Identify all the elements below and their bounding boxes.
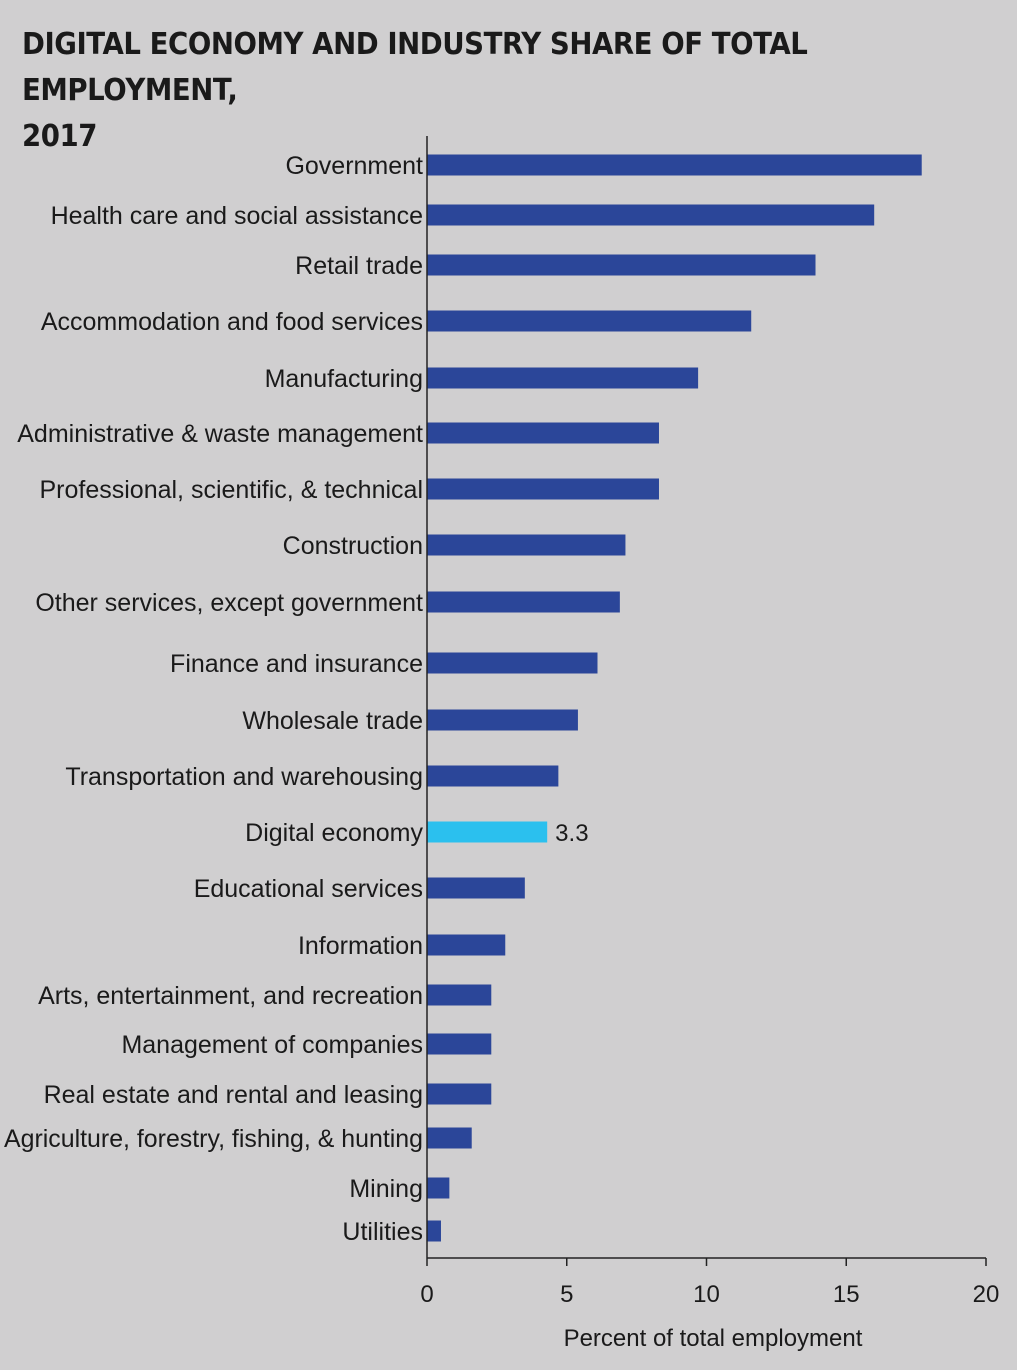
- bar-health-care-and-social-assistance: [427, 204, 875, 226]
- bar-administrative-and-waste-management: [427, 422, 659, 444]
- bar-finance-and-insurance: [427, 652, 598, 674]
- category-label-construction: Construction: [283, 532, 423, 560]
- category-label-utilities: Utilities: [342, 1218, 423, 1246]
- bar-information: [427, 934, 506, 956]
- bar-accommodation-and-food-services: [427, 310, 752, 332]
- category-label-wholesale-trade: Wholesale trade: [242, 707, 423, 735]
- bar-professional-scientific-and-technical: [427, 478, 659, 500]
- category-label-government: Government: [285, 152, 423, 180]
- category-label-professional-scientific-and-technical: Professional, scientific, & technical: [39, 476, 423, 504]
- category-label-health-care-and-social-assistance: Health care and social assistance: [51, 202, 423, 230]
- bar-educational-services: [427, 877, 525, 899]
- bar-construction: [427, 534, 626, 556]
- bar-real-estate-and-rental-and-leasing: [427, 1083, 492, 1105]
- category-label-transportation-and-warehousing: Transportation and warehousing: [65, 763, 423, 791]
- bar-digital-economy: [427, 821, 548, 843]
- x-tick-label-0: 0: [420, 1281, 433, 1308]
- bar-manufacturing: [427, 367, 699, 389]
- category-label-mining: Mining: [349, 1175, 423, 1203]
- bar-management-of-companies: [427, 1033, 492, 1055]
- chart-title: DIGITAL ECONOMY AND INDUSTRY SHARE OF TO…: [22, 27, 808, 154]
- bar-utilities: [427, 1220, 441, 1242]
- bar-arts-entertainment-and-recreation: [427, 984, 492, 1006]
- bar-government: [427, 154, 922, 176]
- x-tick-label-10: 10: [693, 1281, 720, 1308]
- category-label-finance-and-insurance: Finance and insurance: [170, 650, 423, 678]
- bar-retail-trade: [427, 254, 816, 276]
- category-label-retail-trade: Retail trade: [295, 252, 423, 280]
- bar-wholesale-trade: [427, 709, 578, 731]
- category-label-administrative-and-waste-management: Administrative & waste management: [17, 420, 423, 448]
- x-tick-label-5: 5: [560, 1281, 573, 1308]
- category-label-accommodation-and-food-services: Accommodation and food services: [41, 308, 423, 336]
- category-label-digital-economy: Digital economy: [245, 819, 423, 847]
- category-label-real-estate-and-rental-and-leasing: Real estate and rental and leasing: [44, 1081, 423, 1109]
- bar-transportation-and-warehousing: [427, 765, 559, 787]
- category-label-other-services-except-government: Other services, except government: [35, 589, 423, 617]
- x-tick-label-15: 15: [833, 1281, 860, 1308]
- bar-mining: [427, 1177, 450, 1199]
- bar-other-services-except-government: [427, 591, 620, 613]
- x-axis-label: Percent of total employment: [564, 1325, 863, 1352]
- category-label-information: Information: [298, 932, 423, 960]
- data-label-digital-economy: 3.3: [555, 820, 588, 847]
- x-tick-label-20: 20: [973, 1281, 1000, 1308]
- category-label-arts-entertainment-and-recreation: Arts, entertainment, and recreation: [38, 982, 423, 1010]
- category-label-educational-services: Educational services: [194, 875, 423, 903]
- bar-agriculture-forestry-fishing-and-hunting: [427, 1127, 472, 1149]
- category-label-management-of-companies: Management of companies: [121, 1031, 423, 1059]
- category-label-manufacturing: Manufacturing: [265, 365, 423, 393]
- category-label-agriculture-forestry-fishing-and-hunting: Agriculture, forestry, fishing, & huntin…: [4, 1125, 423, 1153]
